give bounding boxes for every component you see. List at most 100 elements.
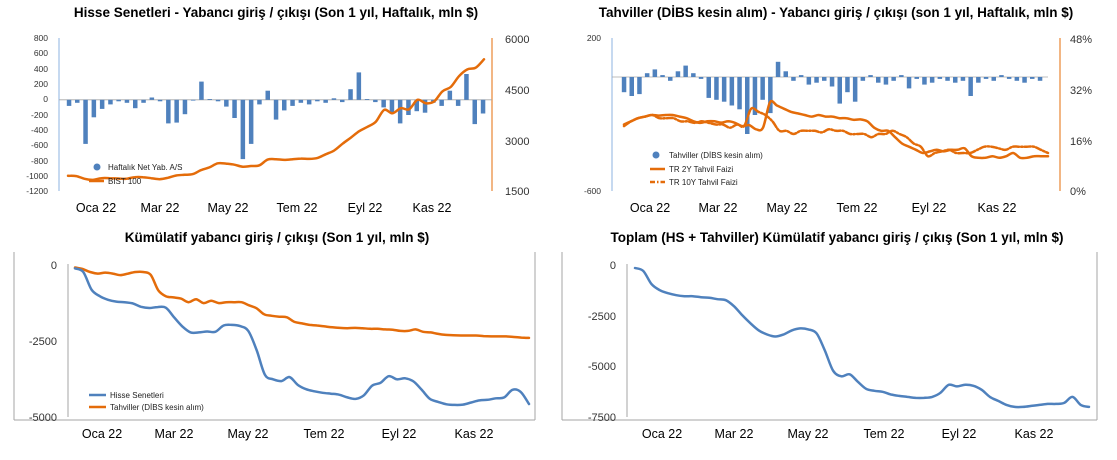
legend-label: BIST 100 — [108, 177, 142, 186]
hisse-weekly-chart: Hisse Senetleri - Yabancı giriş / çıkışı… — [26, 5, 529, 215]
bar — [814, 77, 819, 83]
x-tick-label: Kas 22 — [413, 201, 452, 215]
bar — [883, 77, 889, 85]
y-tick-label: -400 — [31, 125, 48, 135]
bar — [75, 99, 80, 103]
y-tick-label: 0 — [610, 260, 616, 272]
bar — [783, 71, 788, 77]
x-tick-label: Oca 22 — [82, 427, 122, 441]
bar — [768, 77, 773, 114]
y-tick-label: 200 — [34, 79, 48, 89]
legend-label: Tahviller (DİBS kesin alım) — [669, 151, 763, 160]
legend-label: Tahviller (DİBS kesin alım) — [110, 403, 204, 412]
bar — [447, 90, 453, 100]
bar — [714, 77, 719, 100]
bar — [899, 75, 904, 77]
bar — [133, 99, 138, 109]
x-tick-label: Tem 22 — [277, 201, 318, 215]
plot-area — [59, 58, 492, 182]
bar — [439, 99, 444, 106]
bar — [837, 77, 842, 104]
series-line-tahviller — [73, 266, 531, 340]
y-tick-label: 1500 — [505, 186, 529, 198]
bar — [906, 77, 912, 89]
bar — [381, 99, 386, 108]
x-tick-label: Mar 22 — [141, 201, 180, 215]
y-tick-label: 400 — [34, 64, 48, 74]
y-tick-label: -2500 — [588, 311, 616, 323]
x-tick-label: Eyl 22 — [912, 201, 947, 215]
bar — [983, 77, 989, 79]
chart-title: Toplam (HS + Tahviller) Kümülatif yabanc… — [611, 230, 1064, 245]
bar — [822, 77, 827, 81]
bar — [976, 77, 981, 83]
cumulative-chart: Kümülatif yabancı giriş / çıkışı (Son 1 … — [13, 230, 536, 441]
x-tick-label: Kas 22 — [455, 427, 494, 441]
bar — [829, 77, 835, 87]
bar — [953, 77, 958, 83]
bar — [455, 99, 461, 106]
x-tick-label: Tem 22 — [837, 201, 878, 215]
bar — [760, 77, 765, 100]
y-tick-label: -2500 — [29, 336, 57, 348]
y-tick-label: -5000 — [588, 361, 616, 373]
y-tick-label: 0 — [43, 94, 48, 104]
x-tick-label: Oca 22 — [76, 201, 116, 215]
bar — [876, 77, 881, 83]
bar — [691, 73, 696, 77]
bar — [348, 89, 353, 100]
bar — [124, 99, 130, 103]
bar — [66, 99, 72, 106]
bar — [668, 77, 673, 81]
plot-area — [612, 61, 1050, 160]
bar — [199, 81, 204, 100]
legend-label: TR 2Y Tahvil Faizi — [669, 165, 733, 174]
y-tick-label: 16% — [1070, 136, 1092, 148]
bar — [389, 99, 395, 114]
bar — [845, 77, 850, 93]
bar — [166, 99, 171, 124]
x-tick-label: Kas 22 — [1015, 427, 1054, 441]
bar — [675, 71, 681, 77]
legend-label: Haftalık Net Yab. A/S — [108, 163, 182, 172]
x-tick-label: Eyl 22 — [382, 427, 417, 441]
bar — [775, 61, 781, 77]
x-axis-ticks: Oca 22 Mar 22 May 22 Tem 22 Eyl 22 Kas 2… — [630, 201, 1017, 215]
bar — [141, 99, 146, 103]
bar — [190, 99, 196, 101]
series-line-tr10y — [622, 106, 1050, 158]
bar — [331, 98, 337, 100]
bar — [1030, 77, 1035, 79]
bar — [422, 99, 428, 113]
y-tick-label: -5000 — [29, 412, 57, 424]
x-tick-label: Mar 22 — [155, 427, 194, 441]
bar — [968, 77, 973, 96]
bar — [397, 99, 403, 124]
bar — [157, 99, 163, 102]
bar — [282, 99, 287, 111]
y-tick-label: -1000 — [26, 171, 48, 181]
bar — [891, 77, 896, 81]
legend-marker-bar — [652, 151, 660, 159]
y-tick-label: 32% — [1070, 85, 1092, 97]
legend-label: TR 10Y Tahvil Faizi — [669, 178, 738, 187]
bar — [116, 99, 121, 102]
bar — [273, 99, 279, 120]
x-tick-label: May 22 — [228, 427, 269, 441]
x-tick-label: Oca 22 — [630, 201, 670, 215]
bar — [868, 75, 873, 77]
bar — [265, 90, 270, 100]
bar — [991, 77, 996, 81]
bar — [91, 99, 97, 118]
bar — [240, 99, 246, 160]
bar — [224, 99, 229, 107]
y-tick-label: 0 — [51, 260, 57, 272]
bar — [356, 72, 362, 100]
bar — [83, 99, 88, 144]
y-tick-label: 4500 — [505, 85, 529, 97]
bar — [791, 77, 796, 81]
bar — [937, 77, 943, 79]
x-tick-label: May 22 — [208, 201, 249, 215]
x-tick-label: Kas 22 — [978, 201, 1017, 215]
bar — [207, 99, 212, 100]
